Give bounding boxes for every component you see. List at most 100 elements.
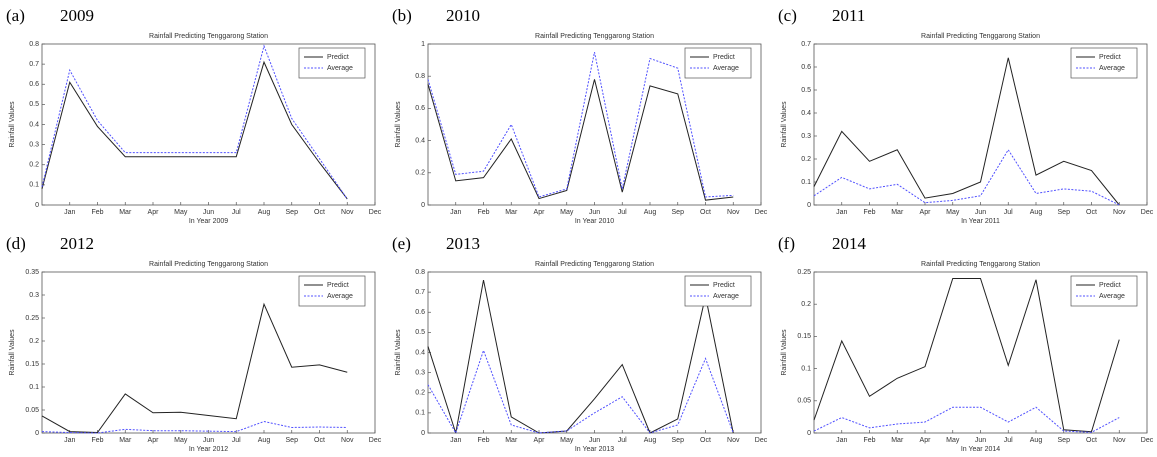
x-tick-label: Jan (64, 437, 75, 444)
series-line (813, 57, 1120, 206)
legend-label: Average (713, 65, 739, 72)
x-tick-label: Dec (755, 209, 768, 216)
y-axis-label: Rainfall Values (395, 329, 402, 376)
y-tick-label: 0.7 (29, 61, 39, 68)
y-tick-label: 0.8 (415, 269, 425, 276)
y-tick-label: 0.15 (25, 361, 39, 368)
x-tick-label: Oct (314, 437, 325, 444)
y-tick-label: 0.1 (801, 179, 811, 186)
chart-panel: (e) 2013 Rainfall Predicting Tenggarong St… (392, 234, 768, 453)
chart-title: Rainfall Predicting Tenggarong Station (535, 33, 654, 40)
chart-panel: (a) 2009 Rainfall Predicting Tenggarong St… (6, 6, 382, 225)
panel-label: (e) (392, 234, 411, 253)
x-axis-label: In Year 2009 (189, 218, 228, 225)
x-tick-label: Mar (119, 437, 132, 444)
y-tick-label: 0.3 (29, 141, 39, 148)
series-line (41, 44, 348, 200)
y-tick-label: 0.2 (415, 170, 425, 177)
x-tick-label: Aug (258, 209, 271, 216)
series-line (427, 79, 734, 201)
x-tick-label: Aug (644, 209, 657, 216)
x-tick-label: Jul (1004, 437, 1013, 444)
x-tick-label: Oct (1086, 209, 1097, 216)
series-line (813, 277, 1120, 433)
x-axis-label: In Year 2011 (961, 218, 1000, 225)
x-tick-label: Jun (203, 437, 214, 444)
x-tick-label: Sep (286, 437, 299, 444)
chart-panel: (b) 2010 Rainfall Predicting Tenggarong St… (392, 6, 768, 225)
series-line (427, 279, 734, 434)
x-tick-label: Sep (672, 437, 685, 444)
y-tick-label: 0.2 (801, 301, 811, 308)
x-tick-label: Sep (1058, 209, 1071, 216)
x-tick-label: Nov (1113, 209, 1126, 216)
legend-label: Predict (1099, 54, 1121, 61)
x-tick-label: Jan (836, 209, 847, 216)
x-tick-label: Aug (1030, 209, 1043, 216)
y-tick-label: 0.7 (415, 289, 425, 296)
panel-label: (f) (778, 234, 795, 253)
legend-box (1070, 275, 1138, 307)
panel-year: 2012 (60, 234, 94, 253)
legend-label: Predict (1099, 282, 1121, 289)
y-tick-label: 0.1 (415, 410, 425, 417)
y-tick-label: 0.2 (415, 390, 425, 397)
legend-label: Average (1099, 65, 1125, 72)
x-axis-label: In Year 2010 (575, 218, 614, 225)
y-tick-label: 0.3 (801, 133, 811, 140)
series-line (427, 51, 734, 198)
panel-label: (c) (778, 6, 797, 25)
y-axis-label: Rainfall Values (781, 101, 788, 148)
series-line (813, 148, 1120, 206)
chart-title: Rainfall Predicting Tenggarong Station (921, 261, 1040, 268)
x-tick-label: Jul (232, 209, 241, 216)
series-line (41, 60, 348, 200)
y-tick-label: 0.3 (415, 369, 425, 376)
x-tick-label: Apr (534, 437, 546, 444)
x-tick-label: May (946, 437, 960, 444)
x-tick-label: Mar (891, 437, 904, 444)
x-tick-label: Mar (891, 209, 904, 216)
panel-year: 2010 (446, 6, 480, 25)
x-tick-label: May (946, 209, 960, 216)
y-tick-label: 0.15 (797, 333, 811, 340)
chart-panel: (d) 2012 Rainfall Predicting Tenggarong St… (6, 234, 382, 453)
x-tick-label: Jul (618, 209, 627, 216)
x-tick-label: Jun (975, 437, 986, 444)
legend: Predict Average (1070, 47, 1138, 79)
y-tick-label: 0.8 (29, 41, 39, 48)
x-tick-label: Jan (64, 209, 75, 216)
x-tick-label: Sep (1058, 437, 1071, 444)
x-axis-label: In Year 2013 (575, 446, 614, 453)
chart-title: Rainfall Predicting Tenggarong Station (921, 33, 1040, 40)
legend-label: Average (1099, 293, 1125, 300)
x-tick-label: May (174, 437, 188, 444)
x-tick-label: May (560, 209, 574, 216)
y-axis-label: Rainfall Values (395, 101, 402, 148)
panel-label: (a) (6, 6, 25, 25)
x-tick-label: Apr (148, 209, 160, 216)
x-tick-label: Jun (203, 209, 214, 216)
series-line (41, 420, 348, 434)
y-tick-label: 0.35 (25, 269, 39, 276)
y-tick-label: 0.2 (29, 338, 39, 345)
x-tick-label: Jan (836, 437, 847, 444)
y-tick-label: 0.3 (29, 292, 39, 299)
y-tick-label: 0.25 (797, 269, 811, 276)
x-tick-label: Feb (477, 437, 489, 444)
x-tick-label: Oct (700, 437, 711, 444)
x-tick-label: Nov (727, 437, 740, 444)
y-tick-label: 0.05 (25, 407, 39, 414)
x-tick-label: Oct (700, 209, 711, 216)
x-tick-label: Oct (1086, 437, 1097, 444)
x-tick-label: Apr (148, 437, 160, 444)
y-tick-label: 1 (421, 41, 425, 48)
y-tick-label: 0.5 (415, 329, 425, 336)
x-tick-label: Jan (450, 209, 461, 216)
x-tick-label: Oct (314, 209, 325, 216)
x-tick-label: Dec (369, 209, 382, 216)
y-tick-label: 0.6 (29, 81, 39, 88)
x-tick-label: Feb (477, 209, 489, 216)
x-tick-label: Apr (920, 437, 932, 444)
y-tick-label: 0.05 (797, 398, 811, 405)
